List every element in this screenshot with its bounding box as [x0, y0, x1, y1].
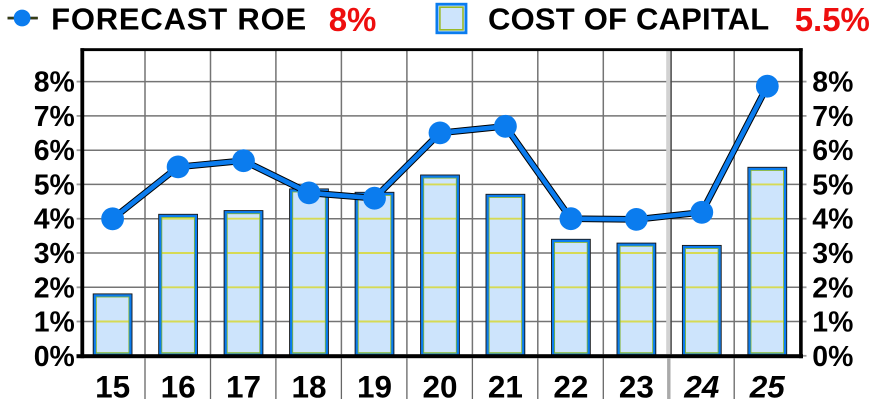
svg-text:6%: 6%: [812, 135, 853, 167]
svg-text:1%: 1%: [812, 307, 853, 339]
svg-text:23: 23: [619, 369, 654, 405]
svg-text:25: 25: [749, 369, 786, 405]
svg-text:5.5%: 5.5%: [795, 1, 870, 38]
svg-text:0%: 0%: [812, 341, 853, 373]
svg-text:8%: 8%: [329, 1, 377, 38]
svg-text:5%: 5%: [812, 169, 853, 201]
svg-text:22: 22: [553, 369, 588, 405]
svg-text:6%: 6%: [34, 135, 75, 167]
svg-text:17: 17: [226, 369, 261, 405]
svg-text:18: 18: [291, 369, 326, 405]
svg-text:2%: 2%: [34, 272, 75, 304]
svg-text:8%: 8%: [812, 67, 853, 99]
svg-text:4%: 4%: [34, 204, 75, 236]
svg-text:16: 16: [161, 369, 196, 405]
svg-text:1%: 1%: [34, 307, 75, 339]
svg-text:7%: 7%: [812, 101, 853, 133]
svg-text:15: 15: [95, 369, 130, 405]
svg-text:8%: 8%: [34, 67, 75, 99]
svg-text:5%: 5%: [34, 169, 75, 201]
svg-text:FORECAST ROE: FORECAST ROE: [51, 1, 307, 36]
svg-text:20: 20: [422, 369, 457, 405]
svg-text:3%: 3%: [812, 238, 853, 270]
svg-text:19: 19: [357, 369, 392, 405]
svg-text:3%: 3%: [34, 238, 75, 270]
svg-text:2%: 2%: [812, 272, 853, 304]
svg-text:COST OF CAPITAL: COST OF CAPITAL: [488, 1, 769, 36]
svg-text:21: 21: [488, 369, 523, 405]
svg-text:4%: 4%: [812, 204, 853, 236]
svg-text:0%: 0%: [34, 341, 75, 373]
svg-text:24: 24: [683, 369, 719, 405]
svg-text:7%: 7%: [34, 101, 75, 133]
